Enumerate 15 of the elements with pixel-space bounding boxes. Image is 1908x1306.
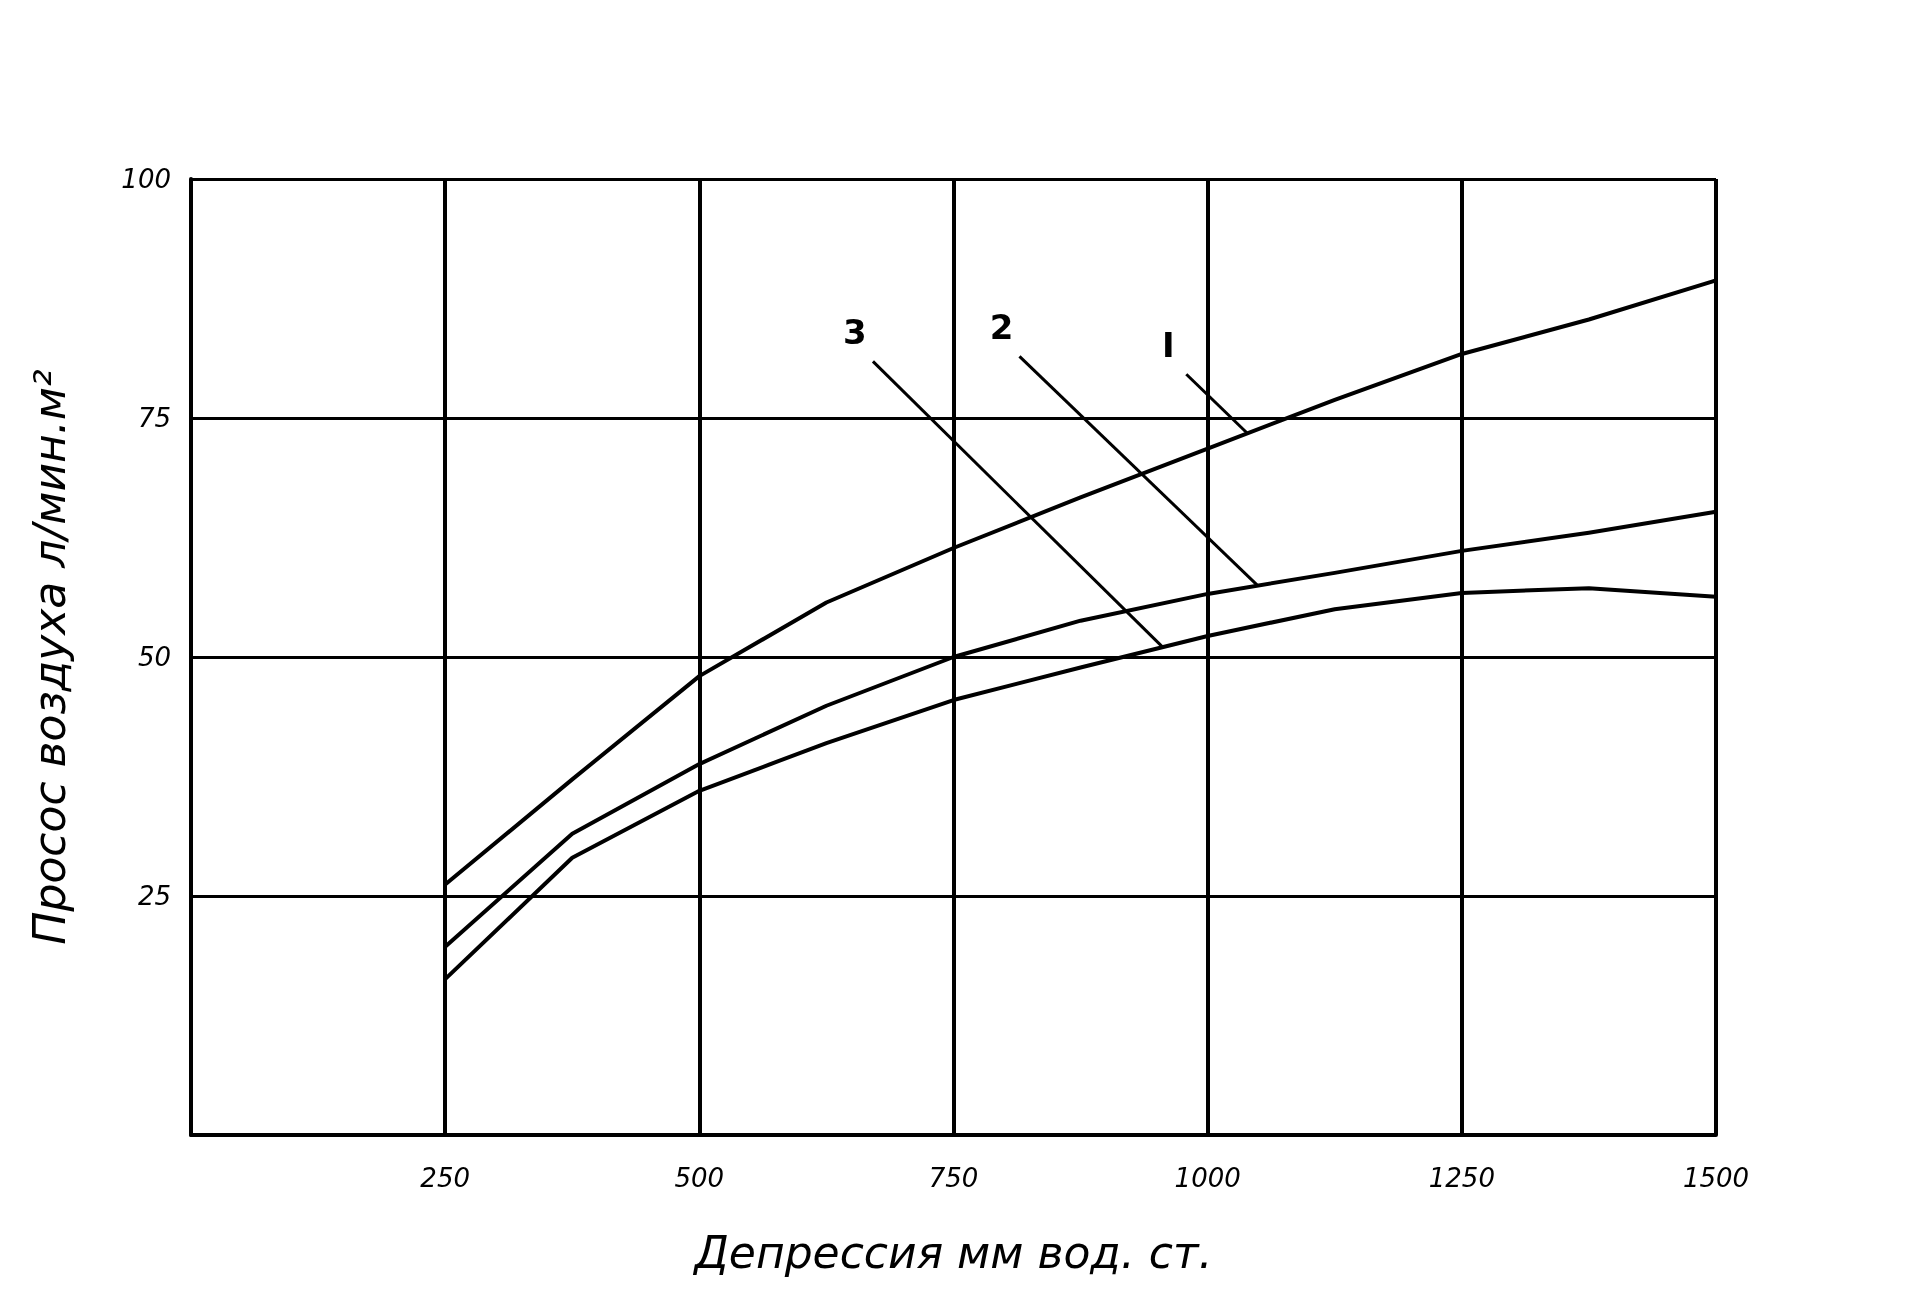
- x-tick-label: 1000: [1174, 1163, 1241, 1193]
- y-axis-title: Просос воздуха л/мин.м²: [23, 369, 75, 945]
- y-tick-label: 50: [137, 642, 171, 672]
- x-tick-label: 500: [674, 1163, 725, 1193]
- x-axis-title: Депрессия мм вод. ст.: [692, 1226, 1213, 1278]
- x-tick-label: 250: [420, 1163, 470, 1193]
- x-tick-label: 750: [928, 1163, 979, 1193]
- annotation: 3: [843, 312, 867, 353]
- annotation: I: [1161, 325, 1175, 366]
- y-tick-label: 75: [137, 403, 171, 433]
- annotation: 2: [989, 307, 1014, 348]
- x-tick-label: 1250: [1428, 1163, 1495, 1193]
- y-tick-label: 100: [121, 164, 171, 194]
- x-tick-label: 1500: [1682, 1163, 1750, 1193]
- y-tick-label: 25: [137, 881, 171, 911]
